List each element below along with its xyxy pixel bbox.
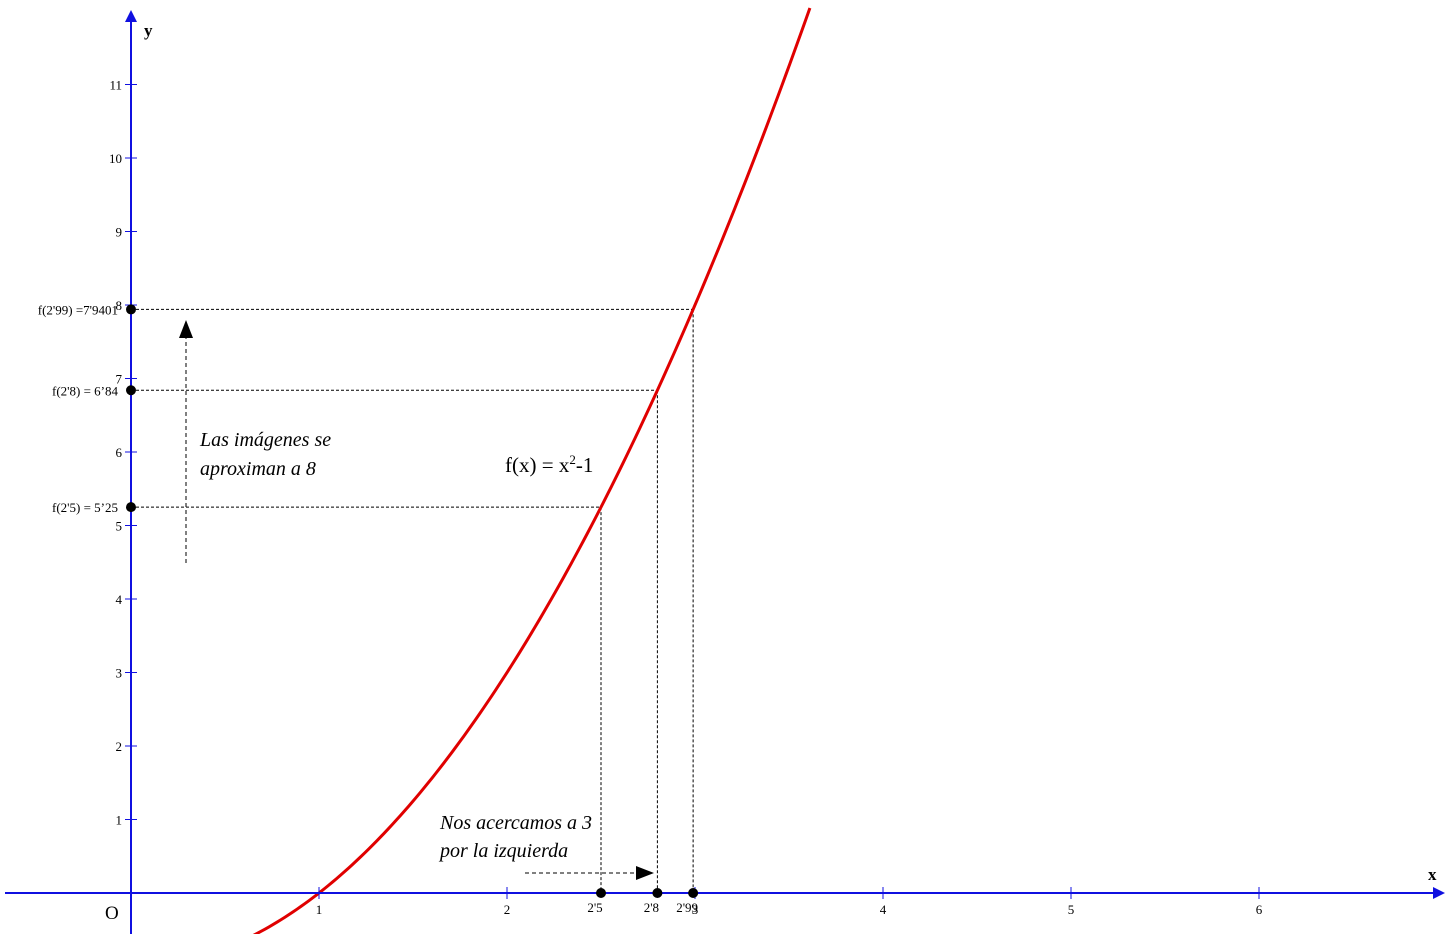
x-tick-label-4: 4 — [880, 902, 887, 917]
x-point-label-2: 2'99 — [676, 900, 698, 915]
function-curve — [252, 7, 812, 934]
axes: 1 2 3 4 5 6 1 2 3 4 5 6 7 8 9 10 11 — [5, 10, 1445, 934]
y-tick-label-9: 9 — [116, 225, 123, 240]
y-tick-label-6: 6 — [116, 445, 123, 460]
y-point-2 — [126, 304, 136, 315]
function-label-tail: -1 — [576, 453, 594, 477]
y-tick-label-8: 8 — [116, 298, 123, 313]
annotation-images-line1: Las imágenes se — [199, 429, 331, 451]
y-axis-label: y — [144, 21, 153, 40]
y-tick-label-11: 11 — [109, 78, 122, 93]
y-tick-label-1: 1 — [116, 813, 123, 828]
function-label: f(x) = x2-1 — [505, 452, 593, 477]
y-tick-label-10: 10 — [109, 151, 122, 166]
x-tick-label-1: 1 — [316, 902, 323, 917]
function-curve-group — [252, 7, 812, 934]
x-point-label-0: 2'5 — [587, 900, 602, 915]
x-point-2 — [688, 888, 699, 898]
y-point-label-0: f(2'5) = 5’25 — [52, 500, 118, 515]
x-point-label-1: 2'8 — [644, 900, 659, 915]
y-point-label-2: f(2'99) =7'9401 — [38, 302, 118, 317]
annotation-images-line2: aproximan a 8 — [200, 458, 316, 480]
y-tick-label-7: 7 — [116, 372, 123, 387]
y-tick-label-5: 5 — [116, 519, 123, 534]
annotation-approach-line2: por la izquierda — [438, 840, 568, 862]
y-point-0 — [126, 502, 136, 513]
x-tick-label-3: 3 — [692, 902, 699, 917]
function-label-exponent: 2 — [569, 452, 576, 467]
y-point-1 — [126, 385, 136, 396]
y-tick-label-2: 2 — [116, 739, 123, 754]
origin-label: O — [105, 903, 119, 924]
x-point-1 — [652, 888, 663, 898]
y-tick-label-3: 3 — [116, 666, 123, 681]
y-tick-label-4: 4 — [116, 592, 123, 607]
x-tick-label-6: 6 — [1256, 902, 1263, 917]
annotation-approach-line1: Nos acercamos a 3 — [439, 812, 592, 834]
y-point-label-1: f(2'8) = 6’84 — [52, 383, 118, 398]
function-label-base: f(x) = x — [505, 453, 570, 477]
x-axis-label: x — [1428, 865, 1437, 884]
x-tick-label-2: 2 — [504, 902, 511, 917]
guide-lines — [131, 308, 694, 893]
sample-points: 2'5 f(2'5) = 5’25 2'8 f(2'8) = 6’84 2'99 f(2'… — [38, 302, 699, 915]
x-point-0 — [596, 888, 606, 898]
x-tick-label-5: 5 — [1068, 902, 1075, 917]
